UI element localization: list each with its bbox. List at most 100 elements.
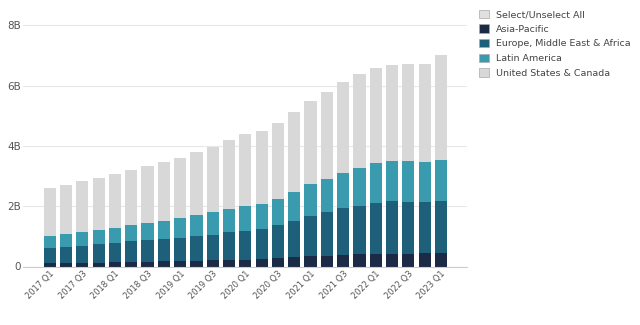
Bar	[207, 212, 219, 235]
Bar	[321, 92, 333, 179]
Bar	[174, 261, 186, 266]
Bar	[239, 231, 252, 260]
Bar	[190, 261, 202, 266]
Bar	[60, 263, 72, 266]
Bar	[305, 101, 317, 185]
Bar	[435, 56, 447, 160]
Bar	[223, 232, 235, 260]
Bar	[76, 232, 88, 246]
Bar	[207, 147, 219, 212]
Bar	[76, 246, 88, 263]
Bar	[76, 181, 88, 232]
Bar	[288, 221, 300, 257]
Bar	[141, 262, 154, 266]
Bar	[419, 202, 431, 253]
Bar	[337, 255, 349, 266]
Bar	[190, 215, 202, 236]
Bar	[402, 254, 415, 266]
Bar	[93, 177, 105, 230]
Bar	[223, 209, 235, 232]
Bar	[402, 161, 415, 202]
Bar	[190, 152, 202, 215]
Bar	[288, 112, 300, 192]
Bar	[125, 225, 138, 241]
Bar	[386, 254, 398, 266]
Legend: Select/Unselect All, Asia-Pacific, Europe, Middle East & Africa, Latin America, : Select/Unselect All, Asia-Pacific, Europ…	[476, 7, 634, 81]
Bar	[174, 218, 186, 238]
Bar	[255, 259, 268, 266]
Bar	[255, 131, 268, 204]
Bar	[419, 162, 431, 202]
Bar	[402, 64, 415, 161]
Bar	[157, 221, 170, 239]
Bar	[223, 140, 235, 209]
Bar	[44, 236, 56, 248]
Bar	[288, 192, 300, 221]
Bar	[321, 212, 333, 256]
Bar	[435, 253, 447, 266]
Bar	[370, 254, 382, 266]
Bar	[402, 202, 415, 254]
Bar	[321, 179, 333, 212]
Bar	[223, 260, 235, 266]
Bar	[93, 263, 105, 266]
Bar	[337, 173, 349, 208]
Bar	[174, 238, 186, 261]
Bar	[370, 68, 382, 163]
Bar	[386, 202, 398, 254]
Bar	[272, 225, 284, 258]
Bar	[305, 256, 317, 266]
Bar	[207, 260, 219, 266]
Bar	[353, 206, 365, 254]
Bar	[60, 234, 72, 247]
Bar	[141, 223, 154, 240]
Bar	[174, 158, 186, 218]
Bar	[207, 235, 219, 260]
Bar	[386, 64, 398, 161]
Bar	[255, 229, 268, 259]
Bar	[60, 247, 72, 263]
Bar	[272, 258, 284, 266]
Bar	[109, 174, 121, 227]
Bar	[44, 264, 56, 266]
Bar	[239, 260, 252, 266]
Bar	[353, 168, 365, 206]
Bar	[305, 216, 317, 256]
Bar	[44, 188, 56, 236]
Bar	[93, 244, 105, 263]
Bar	[435, 201, 447, 253]
Bar	[337, 208, 349, 255]
Bar	[141, 166, 154, 223]
Bar	[157, 261, 170, 266]
Bar	[419, 64, 431, 162]
Bar	[125, 241, 138, 262]
Bar	[239, 134, 252, 206]
Bar	[435, 160, 447, 201]
Bar	[386, 161, 398, 202]
Bar	[353, 254, 365, 266]
Bar	[93, 230, 105, 244]
Bar	[157, 239, 170, 261]
Bar	[272, 199, 284, 225]
Bar	[419, 253, 431, 266]
Bar	[60, 185, 72, 234]
Bar	[370, 163, 382, 202]
Bar	[337, 82, 349, 173]
Bar	[305, 185, 317, 216]
Bar	[370, 202, 382, 254]
Bar	[125, 262, 138, 266]
Bar	[109, 227, 121, 243]
Bar	[76, 263, 88, 266]
Bar	[255, 204, 268, 229]
Bar	[288, 257, 300, 266]
Bar	[141, 240, 154, 262]
Bar	[190, 236, 202, 261]
Bar	[109, 243, 121, 262]
Bar	[109, 262, 121, 266]
Bar	[125, 170, 138, 225]
Bar	[239, 206, 252, 231]
Bar	[321, 256, 333, 266]
Bar	[157, 162, 170, 221]
Bar	[44, 248, 56, 264]
Bar	[272, 123, 284, 199]
